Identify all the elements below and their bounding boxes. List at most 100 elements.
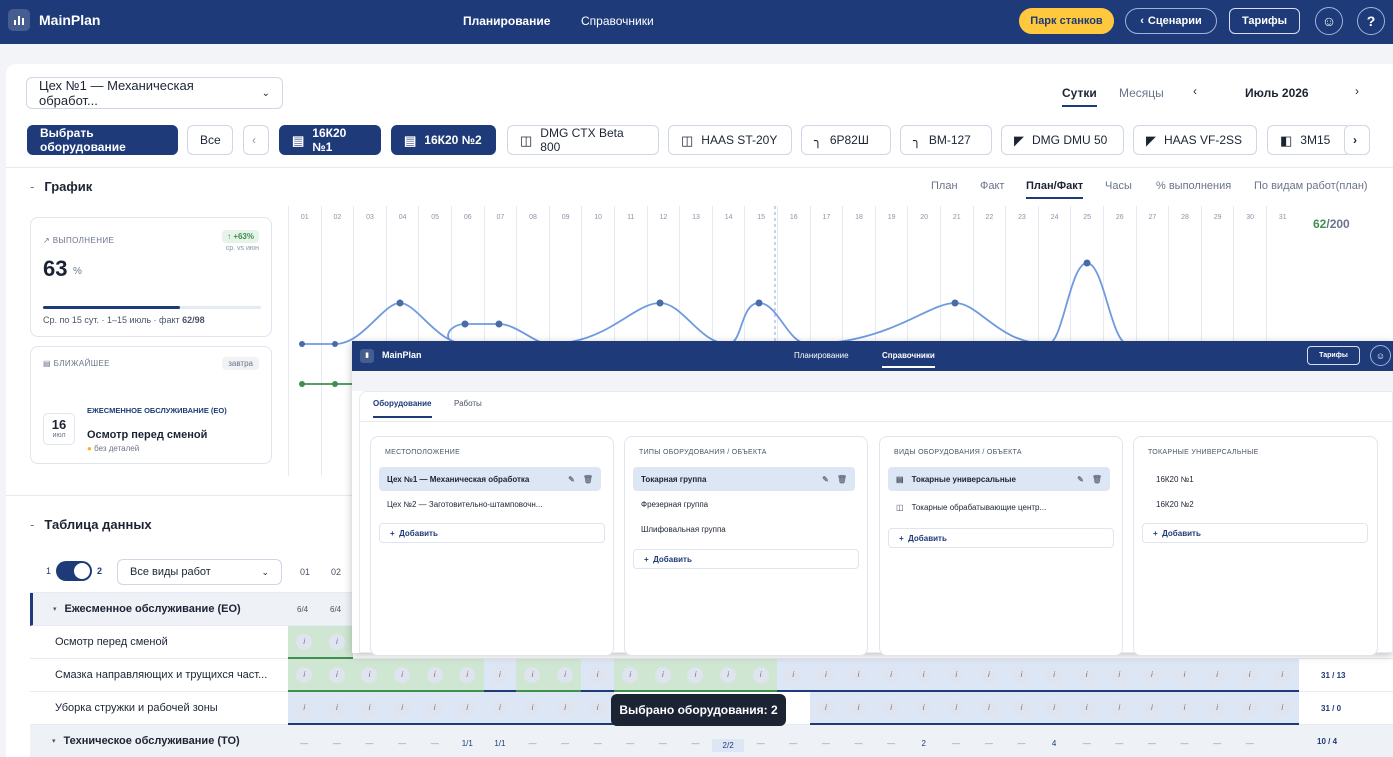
day-cell[interactable]: i bbox=[385, 692, 419, 725]
day-cell[interactable]: i bbox=[516, 659, 549, 692]
type-item[interactable]: Шлифовальная группа bbox=[633, 517, 855, 541]
trash-icon[interactable]: 🗑 bbox=[1091, 474, 1102, 484]
machine-item[interactable]: 16К20 №1 bbox=[1142, 467, 1364, 491]
day-cell[interactable]: i bbox=[1070, 659, 1103, 692]
chip-haas-vf[interactable]: ◤ HAAS VF-2SS bbox=[1133, 125, 1257, 155]
location-item[interactable]: Цех №2 — Заготовительно-штамповочн... bbox=[379, 492, 601, 516]
tab-days[interactable]: Сутки bbox=[1062, 86, 1097, 107]
view-tab-fact[interactable]: Факт bbox=[980, 180, 1005, 192]
day-cell[interactable]: i bbox=[842, 659, 875, 692]
day-cell[interactable]: i bbox=[646, 659, 680, 692]
day-cell[interactable]: i bbox=[809, 659, 843, 692]
nav-references[interactable]: Справочники bbox=[581, 14, 654, 28]
day-cell[interactable]: i bbox=[1070, 692, 1103, 725]
tab-months[interactable]: Месяцы bbox=[1119, 86, 1164, 100]
day-cell[interactable]: i bbox=[1266, 659, 1299, 692]
day-cell[interactable]: i bbox=[1037, 692, 1071, 725]
chip-dmg-ctx[interactable]: ◫ DMG CTX Beta 800 bbox=[507, 125, 659, 155]
day-cell[interactable]: i bbox=[1135, 692, 1169, 725]
day-cell[interactable]: i bbox=[288, 626, 321, 659]
brand[interactable]: MainPlan bbox=[8, 9, 100, 31]
chip-6r82sh[interactable]: ╮ 6Р82Ш bbox=[801, 125, 891, 155]
day-cell[interactable]: i bbox=[614, 659, 647, 692]
day-cell[interactable]: i bbox=[809, 692, 843, 725]
day-cell[interactable]: i bbox=[940, 659, 973, 692]
add-machine-button[interactable]: + Добавить bbox=[1142, 523, 1368, 543]
user-icon[interactable]: ☺ bbox=[1315, 7, 1343, 35]
overlay-tab-equipment[interactable]: Оборудование bbox=[373, 399, 432, 418]
day-cell[interactable]: i bbox=[1168, 692, 1201, 725]
day-cell[interactable]: i bbox=[451, 659, 484, 692]
day-cell[interactable]: i bbox=[940, 692, 973, 725]
day-cell[interactable]: i bbox=[418, 692, 451, 725]
day-cell[interactable]: i bbox=[1200, 692, 1234, 725]
view-tab-by-work[interactable]: По видам работ(план) bbox=[1254, 180, 1368, 192]
table-section-title[interactable]: - Таблица данных bbox=[30, 517, 152, 532]
view-tab-plan[interactable]: План bbox=[931, 180, 958, 192]
day-cell[interactable]: i bbox=[288, 692, 321, 725]
day-cell[interactable]: i bbox=[1168, 659, 1201, 692]
day-cell[interactable]: i bbox=[711, 659, 745, 692]
workshop-select[interactable]: Цех №1 — Механическая обработ... ⌄ bbox=[26, 77, 283, 109]
day-cell[interactable]: i bbox=[483, 692, 517, 725]
select-equipment-button[interactable]: Выбрать оборудование bbox=[27, 125, 178, 155]
day-cell[interactable]: i bbox=[516, 692, 549, 725]
chips-prev-icon[interactable]: ‹ bbox=[243, 125, 269, 155]
day-cell[interactable]: i bbox=[1103, 659, 1136, 692]
park-button[interactable]: Парк станков bbox=[1019, 8, 1114, 34]
day-cell[interactable]: i bbox=[548, 659, 582, 692]
add-kind-button[interactable]: + Добавить bbox=[888, 528, 1114, 548]
edit-icon[interactable]: ✎ bbox=[822, 474, 829, 484]
next-event-card[interactable]: ▤ БЛИЖАЙШЕЕ завтра 16 июл ЕЖЕСМЕННОЕ ОБС… bbox=[30, 346, 272, 464]
tariffs-button[interactable]: Тарифы bbox=[1229, 8, 1300, 34]
chip-haas-st[interactable]: ◫ HAAS ST-20Y bbox=[668, 125, 792, 155]
add-type-button[interactable]: + Добавить bbox=[633, 549, 859, 569]
mode-toggle[interactable] bbox=[56, 561, 92, 581]
day-cell[interactable]: i bbox=[744, 659, 777, 692]
overlay-tariffs-button[interactable]: Тарифы bbox=[1307, 346, 1360, 365]
nav-planning[interactable]: Планирование bbox=[463, 14, 551, 28]
view-tab-hours[interactable]: Часы bbox=[1105, 180, 1132, 192]
day-cell[interactable]: i bbox=[581, 692, 614, 725]
day-cell[interactable]: i bbox=[320, 692, 354, 725]
view-tab-percent[interactable]: % выполнения bbox=[1156, 180, 1232, 192]
add-location-button[interactable]: + Добавить bbox=[379, 523, 605, 543]
scenarios-button[interactable]: ‹ Сценарии bbox=[1125, 8, 1217, 34]
all-button[interactable]: Все bbox=[187, 125, 233, 155]
day-cell[interactable]: i bbox=[548, 692, 582, 725]
day-cell[interactable]: i bbox=[418, 659, 451, 692]
work-filter-select[interactable]: Все виды работ ⌄ bbox=[117, 559, 282, 585]
group-row-to[interactable]: ▾ Техническое обслуживание (ТО) 10 / 4 bbox=[30, 725, 1393, 757]
day-cell[interactable]: i bbox=[777, 659, 810, 692]
overlay-nav-planning[interactable]: Планирование bbox=[794, 351, 849, 360]
day-cell[interactable]: i bbox=[1233, 692, 1266, 725]
day-cell[interactable]: i bbox=[1135, 659, 1169, 692]
day-cell[interactable]: i bbox=[1005, 659, 1038, 692]
kind-item[interactable]: ▤ Токарные универсальные ✎ 🗑 bbox=[888, 467, 1110, 491]
chip-3m15[interactable]: ◧ 3М15 bbox=[1267, 125, 1347, 155]
overlay-nav-references[interactable]: Справочники bbox=[882, 351, 935, 368]
day-cell[interactable]: i bbox=[320, 626, 354, 659]
day-cell[interactable]: i bbox=[320, 659, 354, 692]
view-tab-planfact[interactable]: План/Факт bbox=[1026, 180, 1084, 199]
next-month-icon[interactable]: › bbox=[1355, 84, 1359, 98]
day-cell[interactable]: i bbox=[874, 659, 908, 692]
day-cell[interactable]: i bbox=[353, 692, 386, 725]
day-cell[interactable]: i bbox=[451, 692, 484, 725]
chip-16k20-1[interactable]: ▤ 16К20 №1 bbox=[279, 125, 381, 155]
trash-icon[interactable]: 🗑 bbox=[836, 474, 847, 484]
day-cell[interactable]: i bbox=[581, 659, 614, 692]
user-icon[interactable]: ☺ bbox=[1370, 345, 1391, 366]
location-item[interactable]: Цех №1 — Механическая обработка ✎ 🗑 bbox=[379, 467, 601, 491]
type-item[interactable]: Токарная группа ✎ 🗑 bbox=[633, 467, 855, 491]
day-cell[interactable]: i bbox=[1005, 692, 1038, 725]
edit-icon[interactable]: ✎ bbox=[568, 474, 575, 484]
day-cell[interactable]: i bbox=[385, 659, 419, 692]
chip-dmg-dmu[interactable]: ◤ DMG DMU 50 bbox=[1001, 125, 1124, 155]
prev-month-icon[interactable]: ‹ bbox=[1193, 84, 1197, 98]
day-cell[interactable]: i bbox=[288, 659, 321, 692]
overlay-brand[interactable]: MainPlan bbox=[382, 350, 422, 360]
day-cell[interactable]: i bbox=[874, 692, 908, 725]
kind-item[interactable]: ◫ Токарные обрабатывающие центр... bbox=[888, 495, 1110, 519]
machine-item[interactable]: 16К20 №2 bbox=[1142, 492, 1364, 516]
